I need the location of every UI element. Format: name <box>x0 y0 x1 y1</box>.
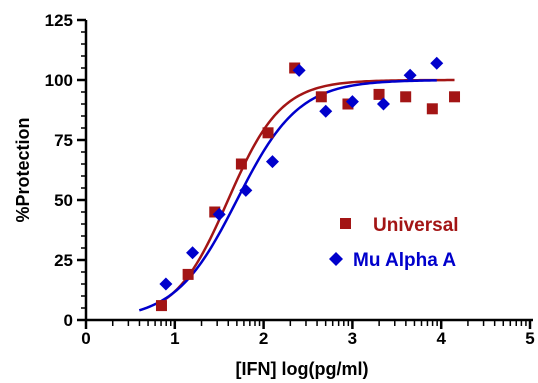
data-point-square <box>155 300 167 312</box>
legend-marker-diamond <box>329 252 343 266</box>
data-point-diamond <box>345 95 359 109</box>
y-tick-label: 75 <box>54 131 73 150</box>
plot-area: 0 25 50 75 100 125 0 1 2 3 4 5 <box>45 11 535 348</box>
data-point-diamond <box>212 207 226 221</box>
data-point-square <box>235 158 247 170</box>
data-point-diamond <box>319 104 333 118</box>
data-point-square <box>400 91 412 103</box>
x-tick-label: 1 <box>170 329 179 348</box>
legend: Universal Mu Alpha A <box>329 215 459 271</box>
data-points <box>155 56 461 312</box>
data-point-diamond <box>403 68 417 82</box>
data-point-square <box>449 91 461 103</box>
data-point-diamond <box>376 97 390 111</box>
data-point-square <box>209 206 221 218</box>
data-point-square <box>342 98 354 110</box>
y-tick-label: 50 <box>54 191 73 210</box>
data-point-diamond <box>430 56 444 70</box>
y-tick-label: 100 <box>45 71 73 90</box>
legend-marker-square <box>340 218 351 229</box>
x-tick-label: 0 <box>81 329 90 348</box>
legend-label-universal: Universal <box>373 215 459 236</box>
data-point-diamond <box>292 63 306 77</box>
y-tick-label: 0 <box>64 311 73 330</box>
data-point-square <box>289 62 301 74</box>
y-tick-label: 125 <box>45 11 73 30</box>
x-axis-title: [IFN] log(pg/ml) <box>236 359 369 379</box>
y-axis-title: %Protection <box>13 117 33 222</box>
x-tick-label: 4 <box>436 329 446 348</box>
y-axis-ticks: 0 25 50 75 100 125 <box>45 11 86 330</box>
data-point-diamond <box>159 277 173 291</box>
data-point-square <box>182 268 194 280</box>
data-point-square <box>315 91 327 103</box>
x-tick-label: 2 <box>259 329 268 348</box>
legend-item-universal: Universal <box>340 215 459 236</box>
legend-label-mu-alpha-a: Mu Alpha A <box>353 250 456 271</box>
legend-item-mu-alpha-a: Mu Alpha A <box>329 250 456 271</box>
data-point-square <box>373 88 385 100</box>
x-tick-label: 5 <box>525 329 534 348</box>
x-axis-ticks: 0 1 2 3 4 5 <box>81 320 535 348</box>
data-point-square <box>426 103 438 115</box>
y-tick-label: 25 <box>54 251 73 270</box>
data-point-diamond <box>239 183 253 197</box>
x-tick-label: 3 <box>348 329 357 348</box>
data-point-square <box>262 127 274 139</box>
data-point-diamond <box>186 246 200 260</box>
data-point-diamond <box>265 155 279 169</box>
